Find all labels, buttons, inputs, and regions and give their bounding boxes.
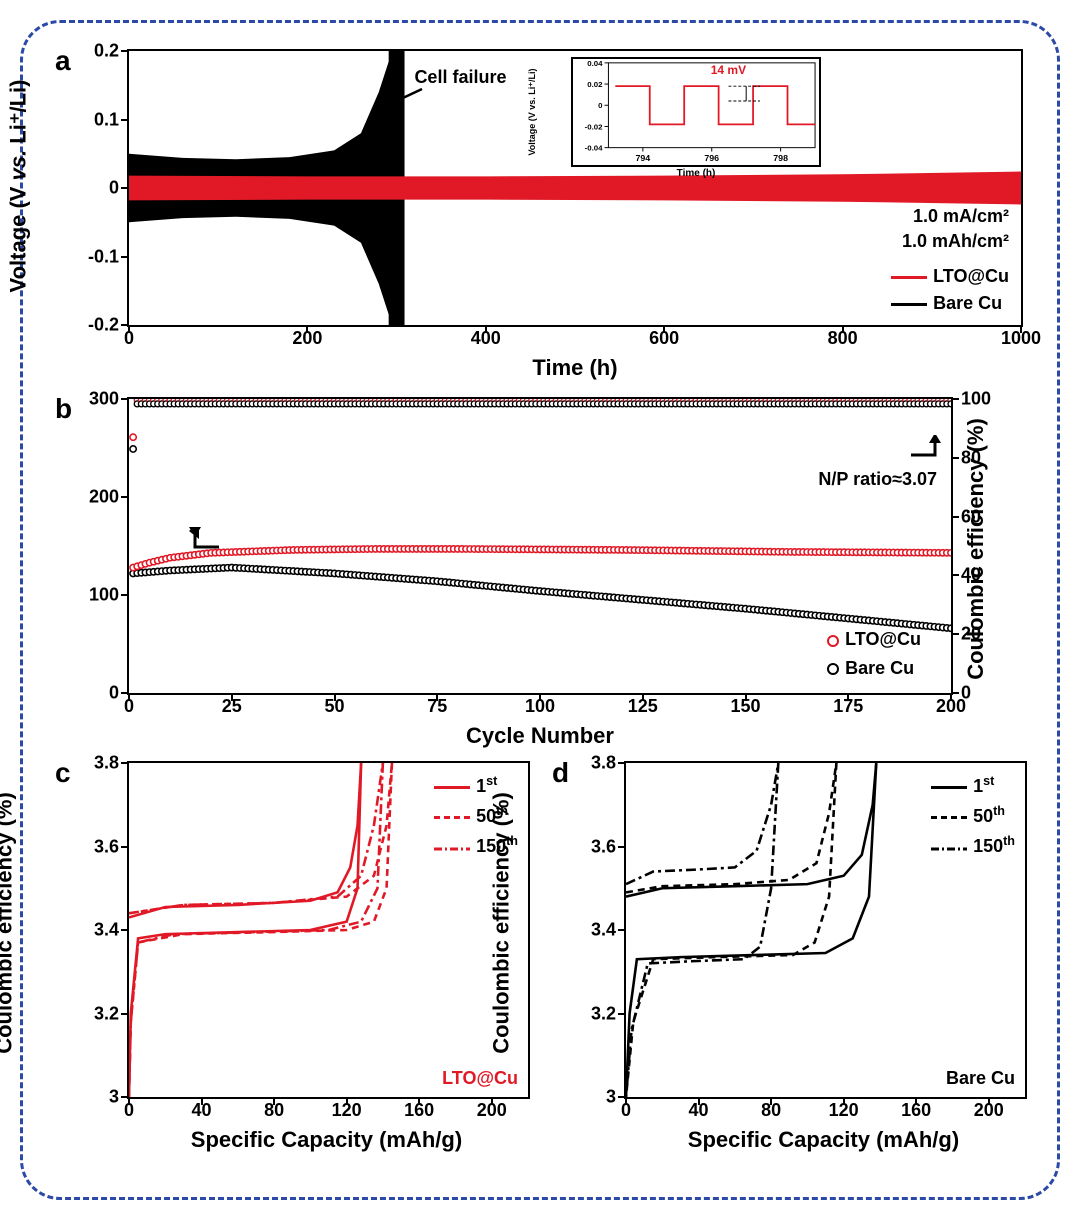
np-ratio-annot: N/P ratio≈3.07 xyxy=(818,469,937,490)
svg-text:794: 794 xyxy=(635,153,650,163)
legend-d-150: 150th xyxy=(931,831,1015,862)
panel-d-xlabel: Specific Capacity (mAh/g) xyxy=(544,1127,1033,1153)
svg-text:-0.02: -0.02 xyxy=(585,122,604,131)
panel-a-label: a xyxy=(55,45,71,77)
panel-b-ylabel: Specific Capacity (mAh/g) xyxy=(0,406,1,677)
svg-text:798: 798 xyxy=(773,153,788,163)
figure-frame: a Voltage (V vs. Li⁺/Li) Time (h) Cell f… xyxy=(20,20,1060,1200)
panel-c-label: c xyxy=(55,757,71,789)
panel-a-conditions: 1.0 mA/cm² 1.0 mAh/cm² xyxy=(902,204,1009,253)
left-arrow-icon xyxy=(189,527,229,555)
legend-d-50: 50th xyxy=(931,801,1015,831)
inset-delta: 14 mV xyxy=(711,63,746,77)
panel-d-plotbox: Bare Cu 1st 50th 150th 0408012016020033.… xyxy=(624,761,1027,1099)
inset-ylabel: Voltage (V vs. Li⁺/Li) xyxy=(527,68,538,155)
right-arrow-icon xyxy=(903,435,943,463)
panel-d: d Coulombic efficiency (%) Specific Capa… xyxy=(544,755,1033,1155)
legend-ltocu: LTO@Cu xyxy=(891,263,1009,290)
panel-b-plotbox: N/P ratio≈3.07 LTO@Cu Bare Cu 0255075100… xyxy=(127,397,953,695)
panel-b: b Specific Capacity (mAh/g) Coulombic ef… xyxy=(47,391,1033,751)
arrow-icon xyxy=(376,85,426,115)
panel-a-legend: LTO@Cu Bare Cu xyxy=(891,263,1009,317)
row-cd: c Coulombic efficiency (%) Specific Capa… xyxy=(47,755,1033,1155)
inset-svg: 794 796 798 -0.04 -0.02 0 0.02 0.04 xyxy=(573,59,819,165)
panel-a-xlabel: Time (h) xyxy=(47,355,1033,381)
panel-d-label: d xyxy=(552,757,569,789)
legend-b-ltocu: LTO@Cu xyxy=(827,625,921,654)
panel-b-xlabel: Cycle Number xyxy=(47,723,1033,749)
panel-c: c Coulombic efficiency (%) Specific Capa… xyxy=(47,755,536,1155)
legend-barecu: Bare Cu xyxy=(891,290,1009,317)
panel-a-inset: 794796798-0.04-0.0200.020.04 Voltage (V … xyxy=(571,57,821,167)
panel-c-series-label: LTO@Cu xyxy=(442,1068,518,1089)
svg-text:-0.04: -0.04 xyxy=(585,144,604,153)
legend-b-barecu: Bare Cu xyxy=(827,654,921,683)
panel-a-plotbox: Cell failure 1.0 mA/cm² 1.0 mAh/cm² LTO@… xyxy=(127,49,1023,327)
svg-text:0.02: 0.02 xyxy=(587,80,603,89)
panel-c-plotbox: LTO@Cu 1st 50th 150th 0408012016020033.2… xyxy=(127,761,530,1099)
panel-c-ylabel: Coulombic efficiency (%) xyxy=(0,792,17,1054)
panel-c-xlabel: Specific Capacity (mAh/g) xyxy=(47,1127,536,1153)
cell-failure-annot: Cell failure xyxy=(414,67,506,88)
svg-text:796: 796 xyxy=(704,153,719,163)
panel-d-ylabel: Coulombic efficiency (%) xyxy=(488,792,514,1054)
svg-text:0.04: 0.04 xyxy=(587,59,603,68)
legend-d-1: 1st xyxy=(931,771,1015,801)
svg-text:0: 0 xyxy=(598,101,603,110)
inset-xlabel: Time (h) xyxy=(573,168,819,179)
panel-d-series-label: Bare Cu xyxy=(946,1068,1015,1089)
panel-b-legend: LTO@Cu Bare Cu xyxy=(827,625,921,683)
panel-a: a Voltage (V vs. Li⁺/Li) Time (h) Cell f… xyxy=(47,43,1033,383)
panel-d-legend: 1st 50th 150th xyxy=(931,771,1015,861)
panel-a-ylabel: Voltage (V vs. Li⁺/Li) xyxy=(6,79,32,292)
panel-b-label: b xyxy=(55,393,72,425)
